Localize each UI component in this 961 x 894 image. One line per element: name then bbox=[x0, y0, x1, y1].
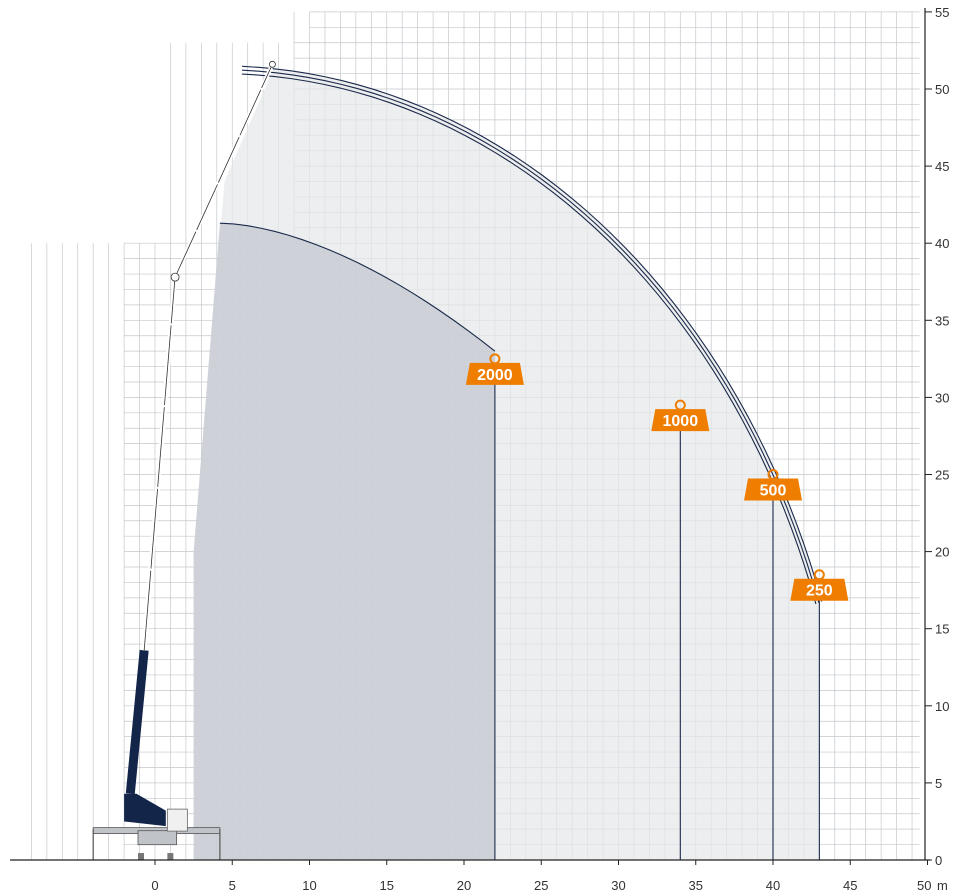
weight-label: 250 bbox=[806, 583, 833, 600]
weight-label: 2000 bbox=[477, 367, 513, 384]
x-tick-label: 15 bbox=[380, 878, 394, 893]
y-tick-label: 50 bbox=[935, 82, 949, 97]
x-tick-label: 25 bbox=[534, 878, 548, 893]
x-tick-label: 5 bbox=[229, 878, 236, 893]
weight-label: 1000 bbox=[663, 413, 699, 430]
y-tick-label: 0 bbox=[935, 853, 942, 868]
y-tick-label: 25 bbox=[935, 468, 949, 483]
cab bbox=[166, 808, 188, 832]
weight-tag-icon bbox=[744, 478, 802, 501]
boom-main-outline bbox=[143, 277, 176, 651]
inner-envelope-2000 bbox=[193, 223, 495, 861]
x-tick-label: 0 bbox=[151, 878, 158, 893]
x-axis-unit-label: m bbox=[937, 878, 948, 893]
x-tick-label: 20 bbox=[457, 878, 471, 893]
x-tick-label: 30 bbox=[611, 878, 625, 893]
wheel bbox=[167, 853, 174, 861]
x-tick-label: 50 bbox=[917, 878, 931, 893]
boom-base-section bbox=[125, 649, 149, 795]
x-tick-label: 45 bbox=[843, 878, 857, 893]
y-axis-tick-labels: 0 5 10 15 20 25 30 35 40 45 50 55 bbox=[935, 5, 949, 868]
weight-tag-icon bbox=[790, 578, 849, 601]
y-tick-label: 30 bbox=[935, 390, 949, 405]
reach-curve-0 bbox=[242, 65, 823, 602]
reach-curve-2 bbox=[241, 73, 817, 605]
y-tick-label: 20 bbox=[935, 545, 949, 560]
jib-joint bbox=[170, 272, 180, 282]
axes bbox=[10, 8, 932, 865]
wheel bbox=[138, 853, 145, 861]
x-tick-label: 10 bbox=[302, 878, 316, 893]
x-tick-label: 35 bbox=[689, 878, 703, 893]
y-tick-label: 35 bbox=[935, 313, 949, 328]
y-tick-label: 40 bbox=[935, 236, 949, 251]
load-zones: 2000 1000 500 250 bbox=[465, 353, 849, 860]
x-axis-tick-labels: 0 5 10 15 20 25 30 35 40 45 50 bbox=[151, 878, 931, 893]
weight-tag-icon bbox=[465, 362, 524, 385]
turret bbox=[124, 793, 166, 827]
working-envelope bbox=[193, 64, 823, 861]
y-tick-label: 45 bbox=[935, 159, 949, 174]
aerial-platform bbox=[92, 60, 276, 861]
y-tick-label: 10 bbox=[935, 699, 949, 714]
chassis bbox=[137, 830, 178, 846]
reach-curve-2000 bbox=[219, 222, 496, 352]
y-tick-label: 5 bbox=[935, 776, 942, 791]
y-tick-label: 15 bbox=[935, 622, 949, 637]
weight-label: 500 bbox=[760, 483, 787, 500]
reach-curve-1 bbox=[241, 69, 820, 603]
jib-outline bbox=[174, 64, 273, 278]
weight-tag-icon bbox=[651, 409, 710, 432]
y-tick-label: 55 bbox=[935, 5, 949, 20]
boom-tip bbox=[269, 60, 276, 68]
x-tick-label: 40 bbox=[766, 878, 780, 893]
